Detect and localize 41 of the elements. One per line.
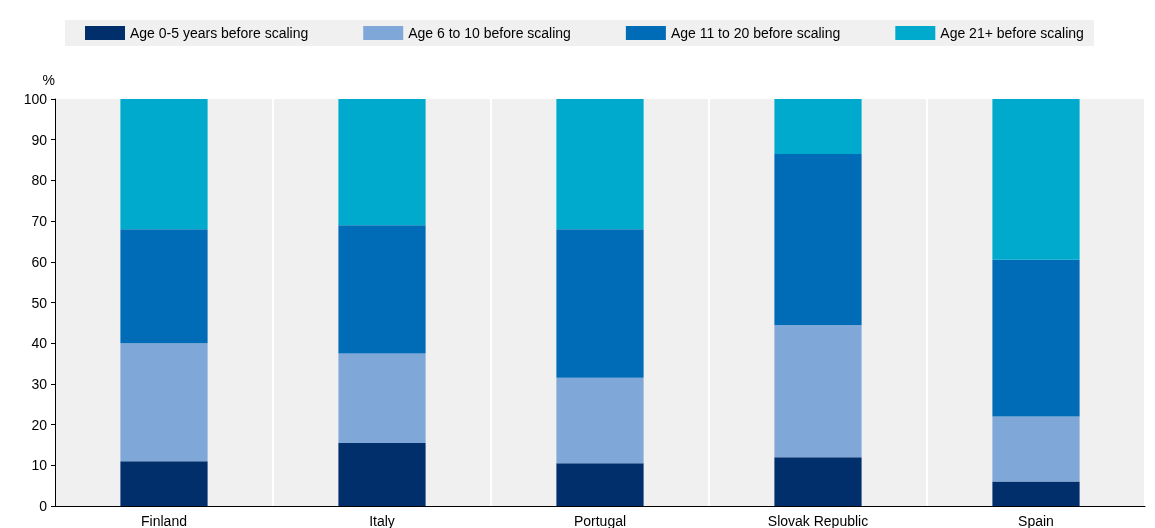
bar bbox=[338, 225, 426, 354]
y-tick-label: 80 bbox=[31, 172, 48, 189]
bar bbox=[556, 99, 644, 230]
bar bbox=[774, 457, 862, 506]
y-tick-label: 0 bbox=[39, 498, 48, 514]
y-axis-title: % bbox=[42, 72, 55, 88]
bar bbox=[120, 99, 208, 230]
bar bbox=[120, 229, 208, 344]
x-tick-label: Portugal bbox=[573, 513, 627, 528]
bar bbox=[120, 343, 208, 462]
x-tick-label: Finland bbox=[141, 513, 187, 528]
y-tick-label: 70 bbox=[31, 213, 48, 230]
x-tick-label: Slovak Republic bbox=[767, 513, 869, 528]
bar bbox=[556, 377, 644, 464]
bar bbox=[992, 259, 1080, 417]
bar bbox=[992, 416, 1080, 482]
bar bbox=[774, 324, 862, 458]
y-tick-label: 10 bbox=[31, 457, 48, 474]
bar bbox=[556, 463, 644, 506]
legend-label: Age 6 to 10 before scaling bbox=[408, 25, 571, 41]
bar bbox=[992, 481, 1080, 506]
bar bbox=[338, 353, 426, 443]
y-tick-label: 60 bbox=[31, 253, 48, 270]
bar bbox=[120, 461, 208, 506]
bar bbox=[774, 153, 862, 325]
bar bbox=[992, 99, 1080, 260]
y-tick-label: 20 bbox=[31, 416, 48, 433]
x-tick-label: Spain bbox=[1018, 513, 1054, 528]
bar bbox=[338, 99, 426, 226]
legend-label: Age 11 to 20 before scaling bbox=[670, 25, 841, 41]
y-tick-label: 100 bbox=[23, 91, 48, 107]
y-tick-label: 50 bbox=[31, 294, 48, 311]
bar bbox=[338, 442, 426, 506]
bar bbox=[774, 99, 862, 154]
y-tick-label: 40 bbox=[31, 335, 48, 352]
x-tick-label: Italy bbox=[369, 513, 395, 528]
legend-label: Age 21+ before scaling bbox=[940, 25, 1084, 41]
y-tick-label: 30 bbox=[31, 375, 48, 392]
y-tick-label: 90 bbox=[31, 131, 48, 148]
legend-label: Age 0-5 years before scaling bbox=[130, 25, 309, 41]
bar bbox=[556, 229, 644, 378]
